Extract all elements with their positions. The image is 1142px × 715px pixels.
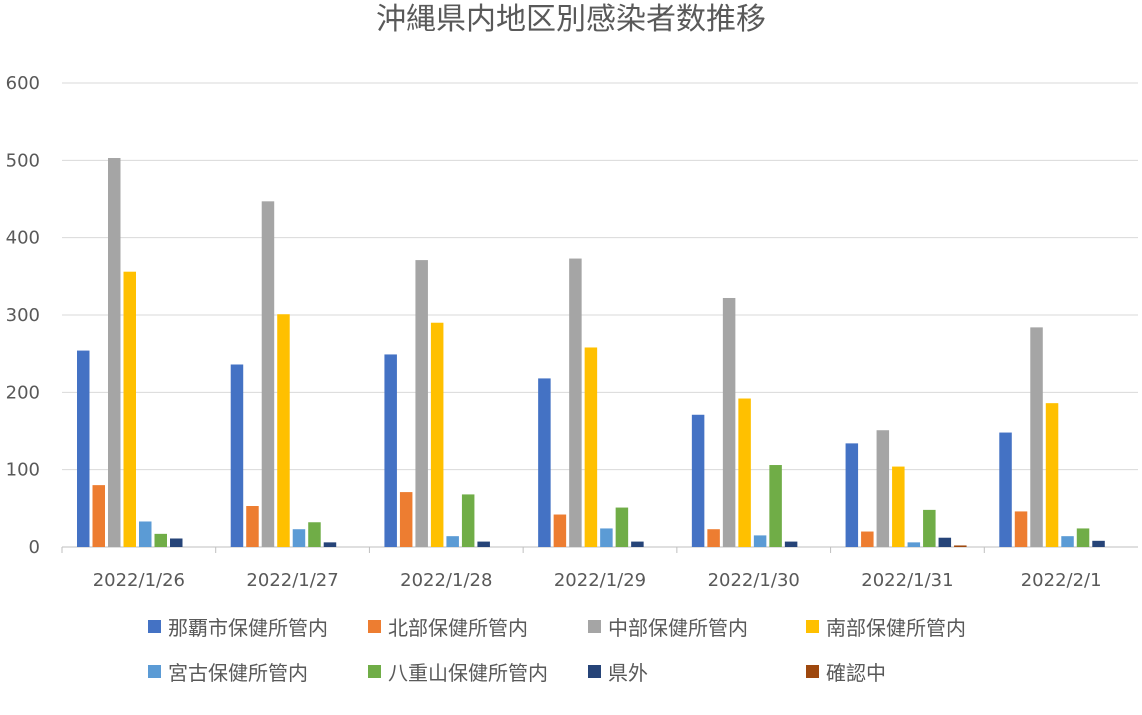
bar [769,465,782,547]
legend-swatch [588,620,601,633]
bar [938,537,952,547]
bar [277,314,290,547]
bar [615,507,629,547]
bar [707,529,720,547]
legend-item: 八重山保健所管内 [368,657,548,686]
bar [461,494,475,547]
legend-swatch [368,665,381,678]
y-tick-label: 0 [29,537,40,558]
legend-swatch [806,665,819,678]
bar [631,541,644,547]
bar [553,514,567,547]
legend-item: 那覇市保健所管内 [148,612,328,641]
bar [92,485,105,547]
bar [415,260,428,547]
bar [108,158,121,547]
legend-item: 北部保健所管内 [368,612,528,641]
legend-label: 確認中 [826,661,886,685]
bar [446,536,459,547]
bar [1076,528,1090,547]
legend-label: 県外 [608,661,648,685]
y-tick-label: 400 [6,228,40,249]
legend-label: 那覇市保健所管内 [168,616,328,640]
bar [753,535,767,547]
bar [1030,327,1043,547]
bar [892,466,905,547]
bar [876,430,890,547]
legend-item: 南部保健所管内 [806,612,966,641]
x-tick-label: 2022/1/31 [861,570,953,591]
bar [399,492,413,547]
gridlines [61,82,1138,553]
legend-swatch [368,620,381,633]
bar [907,542,921,547]
legend-label: 宮古保健所管内 [168,661,308,685]
x-tick-label: 2022/1/29 [554,570,646,591]
bar [170,538,183,547]
x-tick-label: 2022/1/28 [400,570,492,591]
x-tick-label: 2022/1/27 [246,570,338,591]
bar [1014,511,1028,547]
x-axis-labels: 2022/1/26 2022/1/27 2022/1/28 2022/1/29 2022… [93,570,1102,591]
bar [784,541,798,547]
chart-title: 沖縄県内地区別感染者数推移 [376,2,766,37]
bars [77,158,1105,547]
bar [954,545,967,547]
legend-swatch [148,665,161,678]
bar [569,258,582,547]
bar [861,531,874,547]
y-tick-label: 100 [6,460,40,481]
bar [261,201,275,547]
bar [738,398,751,547]
bar [1092,540,1105,547]
legend-label: 北部保健所管内 [388,616,528,640]
legend-item: 中部保健所管内 [588,612,748,641]
x-tick-label: 2022/2/1 [1021,570,1102,591]
bar [246,506,259,547]
legend-swatch [806,620,819,633]
bar [139,521,152,547]
bar [292,529,306,547]
bar [691,414,705,547]
legend-swatch [148,620,161,633]
legend-swatch [588,665,601,678]
bar [323,542,337,547]
y-tick-label: 300 [6,305,40,326]
bar [123,271,136,547]
bar [230,364,244,547]
legend-item: 確認中 [806,657,886,686]
x-tick-label: 2022/1/30 [708,570,800,591]
bar [722,297,736,547]
legend-label: 中部保健所管内 [608,616,748,640]
legend-label: 八重山保健所管内 [388,661,548,685]
y-tick-label: 500 [6,150,40,171]
bar [477,541,490,547]
bar [1045,403,1059,547]
bar [999,432,1012,547]
bar [77,350,90,547]
bar [154,533,167,547]
bar [923,509,936,547]
bar [600,528,613,547]
legend-item: 県外 [588,657,648,686]
bar [308,522,321,547]
legend-label: 南部保健所管内 [826,616,966,640]
y-axis-ticks: 0 100 200 300 400 500 600 [6,73,40,558]
bar [584,347,598,547]
y-tick-label: 200 [6,382,40,403]
y-tick-label: 600 [6,73,40,94]
bar [538,378,551,547]
bar [384,354,397,547]
bar [845,443,859,547]
x-tick-label: 2022/1/26 [93,570,185,591]
legend-item: 宮古保健所管内 [148,657,308,686]
bar [1061,536,1074,547]
bar [430,322,444,547]
